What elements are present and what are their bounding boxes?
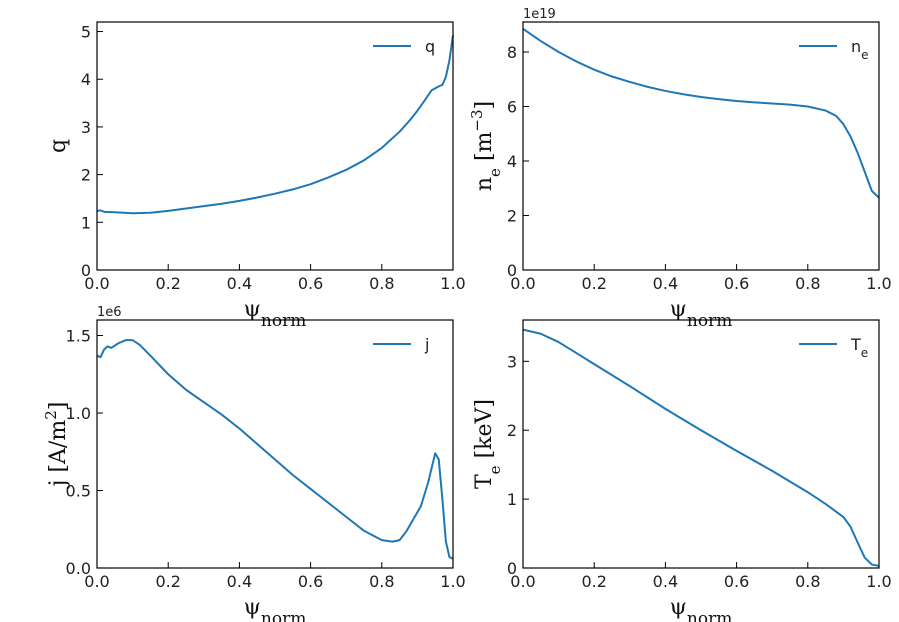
panel-j: 0.0 0.2 0.4 0.6 0.8 1.0 0.0 0.5 1.0 1.5 1e6 ψnorm j …: [42, 305, 466, 622]
x-tick-label-j: 0.8: [369, 572, 394, 591]
y-tick-label-q: 2: [81, 166, 91, 185]
y-axis-label-j: j [A/m2]: [42, 402, 71, 490]
y-axis-label-te: Te [keV]: [472, 399, 504, 489]
y-tick-label-ne: 4: [507, 152, 517, 171]
axes-frame-ne: [522, 21, 880, 271]
series-line-te: [522, 328, 880, 567]
x-tick-label-ne: 0.8: [795, 274, 820, 293]
y-tick-label-te: 3: [507, 352, 517, 371]
x-axis-label-te: ψnorm: [670, 595, 733, 622]
x-axis-label-q: ψnorm: [244, 297, 307, 331]
x-tick-label-ne: 0.2: [581, 274, 606, 293]
x-axis-label-ne: ψnorm: [670, 297, 733, 331]
scale-label-j: 1e6: [97, 305, 122, 320]
panel-te: 0.0 0.2 0.4 0.6 0.8 1.0 0 1 2 3 ψnorm Te [keV] Te: [472, 319, 892, 622]
panel-ne: 0.0 0.2 0.4 0.6 0.8 1.0 0 2 4 6 8 1e19 ψnorm ne [m−3]…: [468, 7, 892, 331]
x-tick-label-j: 0.6: [298, 572, 323, 591]
y-tick-label-ne: 8: [507, 43, 517, 62]
x-tick-label-q: 0.2: [155, 274, 180, 293]
x-tick-label-ne: 0.6: [724, 274, 749, 293]
y-tick-label-q: 1: [81, 213, 91, 232]
y-tick-label-ne: 6: [507, 97, 517, 116]
x-tick-label-te: 0.6: [724, 572, 749, 591]
panel-q: 0.0 0.2 0.4 0.6 0.8 1.0 0 1 2 3 4 5 ψnorm q q: [46, 21, 466, 331]
legend-label-q: q: [425, 37, 435, 56]
legend-label-te: Te: [850, 335, 868, 360]
y-tick-label-j: 1.5: [66, 327, 91, 346]
y-tick-label-te: 0: [507, 559, 517, 578]
y-tick-label-q: 4: [81, 70, 91, 89]
x-tick-label-q: 0.4: [227, 274, 252, 293]
y-tick-label-ne: 2: [507, 206, 517, 225]
x-tick-label-ne: 1.0: [866, 274, 891, 293]
y-tick-label-q: 5: [81, 23, 91, 42]
series-line-ne: [522, 27, 880, 199]
x-tick-label-te: 0.8: [795, 572, 820, 591]
y-tick-label-te: 1: [507, 490, 517, 509]
x-tick-label-q: 0.8: [369, 274, 394, 293]
x-tick-label-ne: 0.4: [653, 274, 678, 293]
x-tick-label-ne: 0.0: [510, 274, 535, 293]
x-tick-label-q: 1.0: [440, 274, 465, 293]
x-tick-label-te: 0.2: [581, 572, 606, 591]
series-line-j: [96, 339, 454, 560]
scale-label-ne: 1e19: [523, 7, 556, 22]
y-tick-label-te: 2: [507, 421, 517, 440]
y-tick-label-j: 0.0: [66, 559, 91, 578]
x-tick-label-te: 0.0: [510, 572, 535, 591]
x-tick-label-j: 1.0: [440, 572, 465, 591]
y-tick-label-j: 0.5: [66, 482, 91, 501]
x-tick-label-q: 0.6: [298, 274, 323, 293]
y-axis-label-ne: ne [m−3]: [468, 101, 504, 191]
x-tick-label-j: 0.2: [155, 572, 180, 591]
series-line-q: [96, 35, 454, 215]
x-tick-label-q: 0.0: [84, 274, 109, 293]
y-axis-label-q: q: [46, 139, 71, 153]
axes-frame-q: [96, 21, 454, 271]
y-tick-label-j: 1.0: [66, 404, 91, 423]
x-tick-label-te: 1.0: [866, 572, 891, 591]
axes-frame-te: [522, 319, 880, 569]
axes-frame-j: [96, 319, 454, 569]
y-tick-label-ne: 0: [507, 261, 517, 280]
x-tick-label-te: 0.4: [653, 572, 678, 591]
y-tick-label-q: 3: [81, 118, 91, 137]
x-tick-label-j: 0.0: [84, 572, 109, 591]
x-axis-label-j: ψnorm: [244, 595, 307, 622]
x-tick-label-j: 0.4: [227, 572, 252, 591]
legend-label-ne: ne: [851, 37, 869, 62]
legend-label-j: j: [424, 335, 429, 354]
y-tick-label-q: 0: [81, 261, 91, 280]
